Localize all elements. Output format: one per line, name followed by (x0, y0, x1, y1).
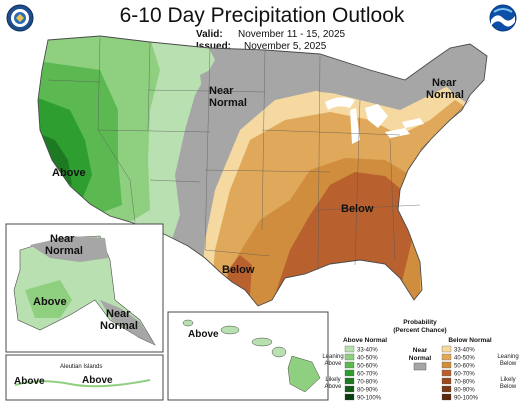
label-above-ak: Above (33, 296, 67, 308)
legend-above-range: 90-100% (357, 396, 382, 402)
state-borders (47, 37, 471, 271)
legend-above-swatch (344, 353, 355, 361)
legend-likely-below-1: Likely (500, 377, 515, 383)
noaa-logo (489, 4, 517, 32)
label-below-se: Below (341, 203, 374, 215)
legend-below-swatch (441, 369, 452, 377)
legend-above-range: 70-80% (357, 380, 378, 386)
legend-title-1: Probability (403, 319, 437, 326)
legend-below-range: 40-50% (454, 356, 475, 362)
legend-below-range: 90-100% (454, 396, 479, 402)
legend-below-swatch (441, 393, 452, 401)
legend-above-swatch (344, 377, 355, 385)
map-title: 6-10 Day Precipitation Outlook (120, 4, 405, 27)
valid-label: Valid: (196, 29, 223, 40)
legend-likely-above-1: Likely (325, 377, 340, 383)
legend-above-range: 50-60% (357, 364, 378, 370)
label-near-normal-ne: Near Normal (426, 77, 464, 101)
doc-seal-logo (6, 4, 34, 32)
label-near-normal-ak-se: Near Normal (100, 308, 138, 332)
label-below-tx: Below (222, 264, 255, 276)
legend-below-swatch (441, 345, 452, 353)
legend-above-swatch (344, 369, 355, 377)
legend-above-range: 33-40% (357, 348, 378, 354)
legend-above-range: 60-70% (357, 372, 378, 378)
legend-above-header: Above Normal (343, 337, 387, 344)
legend-below-swatch (441, 385, 452, 393)
legend-title-2: (Percent Chance) (393, 327, 446, 334)
hawaii-inset: Above (167, 311, 329, 401)
label-above-aleutian-right: Above (82, 375, 113, 386)
legend-above-swatch (344, 345, 355, 353)
legend-below-swatch (441, 361, 452, 369)
legend-above-swatches: 33-40% 40-50% 50-60% 60-70% 70-80% 80-90% 90-1… (344, 345, 382, 402)
legend-near-2: Normal (409, 355, 432, 362)
legend-likely-below-2: Below (500, 384, 517, 390)
label-above-hi: Above (188, 329, 219, 340)
legend-above-range: 80-90% (357, 388, 378, 394)
legend-above-swatch (344, 361, 355, 369)
legend-leaning-above-1: Leaning (322, 354, 343, 360)
label-above-aleutian-left: Above (14, 376, 45, 387)
label-above-west: Above (52, 167, 86, 179)
aleutian-title: Aleutian Islands (60, 364, 102, 370)
legend-likely-above-2: Above (324, 384, 342, 390)
aleutian-inset: Aleutian Islands Above Above (5, 354, 164, 401)
legend-near-swatch (413, 362, 427, 371)
legend-above-swatch (344, 393, 355, 401)
legend-near-1: Near (413, 347, 428, 354)
legend-below-range: 60-70% (454, 372, 475, 378)
label-near-normal-plains: Near Normal (209, 85, 247, 109)
legend-leaning-above-2: Above (324, 361, 342, 367)
legend-above-swatch (344, 385, 355, 393)
issued-value: November 5, 2025 (244, 41, 327, 52)
legend-below-swatch (441, 377, 452, 385)
probability-legend: Probability (Percent Chance) Above Norma… (322, 319, 518, 402)
alaska-inset: Near Normal Above Near Normal (5, 223, 164, 353)
legend-leaning-below-1: Leaning (497, 354, 518, 360)
issued-label: Issued: (196, 41, 231, 52)
legend-leaning-below-2: Below (500, 361, 517, 367)
legend-below-range: 70-80% (454, 380, 475, 386)
legend-below-range: 50-60% (454, 364, 475, 370)
label-near-normal-ak-n: Near Normal (45, 233, 83, 257)
valid-value: November 11 - 15, 2025 (238, 29, 346, 40)
legend-above-range: 40-50% (357, 356, 378, 362)
legend-below-range: 33-40% (454, 348, 475, 354)
legend-below-swatches: 33-40% 40-50% 50-60% 60-70% 70-80% 80-90% 90-1… (441, 345, 479, 402)
legend-below-range: 80-90% (454, 388, 475, 394)
legend-below-header: Below Normal (448, 337, 492, 344)
legend-below-swatch (441, 353, 452, 361)
